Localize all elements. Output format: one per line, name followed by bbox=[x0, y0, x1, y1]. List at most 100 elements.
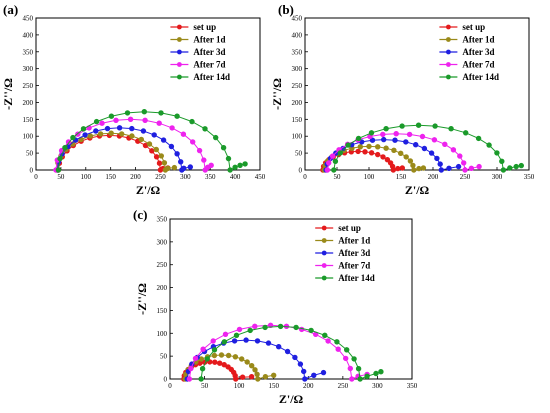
chart-3-legend-marker bbox=[321, 263, 327, 268]
chart-panel-c: (c) 0 50 100 150 200 250 300 350 0 50 100 150 200 250 3… bbox=[130, 205, 430, 413]
chart-1-y-tick-label: 300 bbox=[23, 65, 34, 73]
chart-1-y-tick-label: 0 bbox=[30, 167, 34, 175]
chart-1-legend-label: After 7d bbox=[193, 60, 225, 70]
chart-3-data-point bbox=[292, 354, 298, 361]
chart-3-x-tick-label: 350 bbox=[407, 382, 418, 390]
chart-1-y-tick-label: 100 bbox=[23, 133, 34, 141]
chart-2-y-tick-label: 300 bbox=[292, 65, 303, 73]
chart-2-y-tick-label: 400 bbox=[292, 31, 303, 39]
chart-3-data-point bbox=[225, 352, 232, 359]
chart-3-panel-label: (c) bbox=[133, 207, 147, 222]
chart-2-data-point bbox=[374, 144, 381, 150]
chart-1-y-tick-label: 150 bbox=[23, 116, 34, 124]
chart-2-data-point bbox=[337, 150, 344, 156]
chart-3-data-point bbox=[355, 366, 362, 372]
chart-2-x-axis-title: Z'/Ω bbox=[405, 183, 430, 197]
chart-3-data-point bbox=[334, 339, 340, 345]
chart-2-data-point bbox=[357, 144, 364, 150]
chart-1-data-point bbox=[108, 113, 115, 119]
chart-1-legend-marker bbox=[177, 37, 182, 42]
chart-3-series-after-14d bbox=[198, 323, 384, 382]
chart-svg-a: (a) 0 50 100 150 200 250 300 350 400 450 0 50 100 150 2… bbox=[1, 2, 266, 197]
chart-1-data-point bbox=[57, 155, 63, 162]
chart-2-x-tick-label: 0 bbox=[303, 173, 307, 181]
chart-1-legend-label: After 1d bbox=[193, 35, 225, 45]
chart-3-data-point bbox=[373, 370, 379, 377]
chart-3-data-point bbox=[277, 323, 284, 330]
chart-2-data-point bbox=[324, 167, 331, 173]
chart-1-data-point bbox=[156, 120, 162, 126]
chart-2-y-tick-label: 200 bbox=[292, 99, 303, 107]
chart-3-data-point bbox=[192, 355, 199, 362]
chart-3-data-point bbox=[357, 376, 363, 382]
chart-2-data-point bbox=[446, 165, 452, 172]
chart-2-data-point bbox=[500, 167, 507, 173]
chart-2-data-point bbox=[468, 165, 475, 172]
chart-1-data-point bbox=[181, 165, 187, 172]
chart-2-legend-label: After 7d bbox=[462, 60, 494, 70]
chart-3-x-tick-label: 100 bbox=[234, 382, 245, 390]
chart-3-series-line bbox=[188, 324, 368, 380]
chart-1-x-tick-label: 200 bbox=[130, 173, 141, 181]
chart-3-data-point bbox=[248, 374, 255, 380]
chart-3-data-point bbox=[188, 365, 194, 372]
chart-3-data-point bbox=[254, 338, 261, 344]
chart-3-data-point bbox=[276, 344, 282, 350]
chart-3-data-point bbox=[335, 346, 341, 352]
chart-panel-b: (b) 0 50 100 150 200 250 300 350 0 50 100 150 200 250 3… bbox=[270, 0, 550, 200]
chart-1-data-point bbox=[158, 110, 164, 116]
chart-3-data-point bbox=[231, 338, 238, 344]
chart-3-data-point bbox=[200, 346, 206, 352]
chart-1-series-after-14d bbox=[55, 108, 248, 173]
chart-3-data-point bbox=[198, 376, 204, 382]
chart-1-data-point bbox=[158, 153, 165, 159]
chart-1-data-point bbox=[169, 125, 175, 131]
chart-2-legend-marker bbox=[446, 49, 451, 55]
chart-2-x-tick-label: 150 bbox=[396, 173, 407, 181]
chart-3-x-tick-label: 50 bbox=[201, 382, 209, 390]
chart-2-x-tick-label: 50 bbox=[334, 173, 342, 181]
chart-1-data-point bbox=[153, 154, 160, 160]
chart-1-x-tick-label: 100 bbox=[81, 173, 92, 181]
chart-3-data-point bbox=[351, 356, 357, 362]
chart-1-data-point bbox=[196, 147, 203, 154]
chart-3-data-point bbox=[252, 323, 258, 330]
chart-3-x-tick-label: 0 bbox=[168, 382, 172, 390]
chart-1-data-point bbox=[70, 134, 76, 141]
chart-2-data-point bbox=[416, 165, 422, 172]
chart-1-data-point bbox=[138, 136, 145, 143]
chart-1-data-point bbox=[225, 155, 232, 162]
chart-1-data-point bbox=[178, 159, 184, 165]
chart-3-data-point bbox=[349, 376, 355, 382]
chart-2-x-tick-label: 350 bbox=[524, 173, 535, 181]
chart-3-data-point bbox=[297, 361, 304, 367]
chart-3-data-point bbox=[211, 352, 218, 359]
chart-2-data-point bbox=[369, 137, 376, 143]
chart-2-data-point bbox=[384, 157, 391, 163]
chart-2-y-tick-label: 100 bbox=[292, 133, 303, 141]
chart-3-data-point bbox=[211, 347, 218, 353]
chart-1-x-tick-label: 150 bbox=[105, 173, 116, 181]
chart-panel-a: (a) 0 50 100 150 200 250 300 350 400 450 0 50 100 150 2… bbox=[0, 0, 275, 200]
chart-3-data-point bbox=[343, 355, 349, 362]
chart-1-y-tick-label: 400 bbox=[23, 31, 34, 39]
chart-3-x-axis-title: Z'/Ω bbox=[279, 392, 304, 406]
chart-3-data-point bbox=[204, 356, 210, 362]
chart-2-y-tick-label: 250 bbox=[292, 82, 303, 90]
chart-2-data-point bbox=[518, 162, 525, 169]
chart-2-legend-marker bbox=[446, 62, 451, 67]
chart-1-data-point bbox=[213, 134, 219, 141]
chart-1-data-point bbox=[202, 126, 208, 132]
chart-2-data-point bbox=[411, 167, 417, 173]
chart-2-data-point bbox=[362, 149, 368, 155]
chart-2-data-point bbox=[383, 145, 389, 151]
chart-1-x-tick-label: 250 bbox=[155, 173, 166, 181]
chart-1-data-point bbox=[141, 108, 148, 115]
chart-3-legend-label: After 3d bbox=[338, 248, 370, 258]
chart-2-data-point bbox=[380, 154, 386, 160]
chart-2-legend-label: After 14d bbox=[462, 72, 499, 82]
chart-2-data-point bbox=[395, 165, 401, 172]
chart-1-data-point bbox=[174, 113, 180, 119]
chart-2-data-point bbox=[368, 150, 375, 156]
chart-2-x-tick-label: 250 bbox=[460, 173, 471, 181]
